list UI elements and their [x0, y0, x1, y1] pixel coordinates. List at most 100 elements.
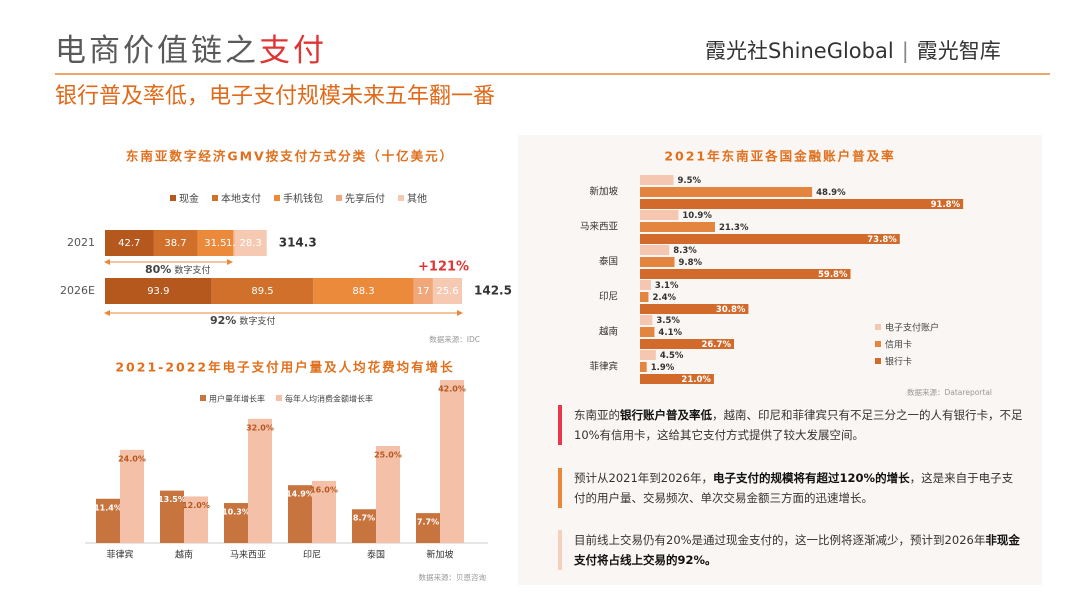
bar: [640, 304, 749, 314]
bar: [640, 222, 715, 232]
value-label: 1.9%: [651, 363, 675, 373]
bar: [640, 175, 674, 185]
segment-label: 28.3: [240, 238, 262, 249]
bar: [376, 446, 400, 543]
legend-swatch: [336, 195, 342, 201]
category-label: 越南: [599, 326, 618, 338]
note-emphasis: 非现金支付将占线上交易的92%。: [574, 533, 1020, 567]
category-label: 菲律宾: [589, 361, 618, 373]
chart-title: 2021年东南亚各国金融账户普及率: [664, 149, 895, 164]
legend-label: 其他: [407, 192, 427, 205]
note-text: ，这是来自于电子支付的用户量、交易频次、单次交易金额三方面的迅速增长。: [574, 471, 1014, 505]
segment-label: 31.5: [204, 238, 226, 249]
legend-label: 信用卡: [885, 339, 912, 351]
value-label: 12.0%: [182, 501, 210, 510]
note: 东南亚的银行账户普及率低，越南、印尼和菲律宾只有不足三分之一的人有银行卡，不足1…: [558, 405, 1024, 445]
category-label: 印尼: [599, 291, 618, 303]
bar-segment: [234, 230, 267, 256]
annotation: 80% 数字支付: [145, 263, 210, 276]
segment-label: 42.7: [118, 238, 140, 249]
bar: [288, 485, 312, 543]
bar: [352, 509, 376, 543]
note-text: 预计从2021年到2026年，: [574, 471, 714, 485]
value-label: 10.3%: [222, 508, 250, 517]
bar: [640, 210, 679, 220]
bar-segment: [153, 230, 198, 256]
bar: [440, 380, 464, 543]
bar-segment: [105, 278, 212, 304]
value-label: 4.1%: [658, 328, 682, 338]
value-label: 59.8%: [818, 270, 848, 280]
annotation-note: 数字支付: [239, 315, 275, 327]
bar-segment: [197, 230, 234, 256]
legend-label: 每年人均消费金额增长率: [285, 394, 373, 404]
annotation-value: 92%: [210, 314, 236, 327]
bar: [640, 257, 675, 267]
legend-swatch: [276, 395, 282, 401]
bar: [640, 292, 649, 302]
legend-label: 银行卡: [885, 356, 912, 368]
growth-label: +121%: [418, 260, 469, 275]
value-label: 9.5%: [677, 176, 701, 186]
brand: 霞光社ShineGlobal | 霞光智库: [705, 39, 1001, 64]
segment-label: 25.6: [436, 286, 458, 297]
value-label: 7.7%: [417, 518, 439, 527]
bar: [640, 245, 670, 255]
bar: [640, 350, 656, 360]
bar: [640, 199, 964, 209]
source: 数据来源：Datareportal: [907, 387, 992, 397]
legend-swatch: [170, 195, 176, 201]
total-label: 314.3: [279, 236, 317, 250]
category-label: 新加坡: [589, 186, 618, 198]
bar: [248, 418, 272, 543]
bar-segment: [413, 278, 433, 304]
category-label: 新加坡: [426, 549, 453, 561]
bar-segment: [313, 278, 414, 304]
note: 预计从2021年到2026年，电子支付的规模将有超过120%的增长，这是来自于电…: [558, 468, 1024, 508]
annotation-value: 80%: [145, 263, 171, 276]
bar: [640, 280, 651, 290]
segment-label: 93.9: [147, 286, 169, 297]
value-label: 48.9%: [816, 188, 846, 198]
category-label: 2026E: [60, 284, 95, 297]
value-label: 21.3%: [719, 223, 749, 233]
category-label: 2021: [67, 236, 95, 249]
note-text: 目前线上交易仍有20%是通过现金支付的，这一比例将逐渐减少，预计到2026年: [574, 533, 986, 547]
note-text: ，越南、印尼和菲律宾只有不足三分之一的人有银行卡，不足10%有信用卡，这给其它支…: [574, 408, 1023, 442]
value-label: 21.0%: [681, 375, 711, 385]
category-label: 泰国: [367, 549, 385, 561]
bar: [96, 498, 120, 543]
bar-segment: [233, 230, 235, 256]
bar: [184, 496, 208, 543]
annotation-note: 数字支付: [174, 264, 210, 276]
legend-swatch: [212, 195, 218, 201]
segment-label: 1.2: [226, 238, 242, 249]
category-label: 马来西亚: [580, 222, 619, 233]
segment-label: 89.5: [251, 286, 273, 297]
value-label: 24.0%: [118, 454, 146, 463]
chart-title: 东南亚数字经济GMV按支付方式分类（十亿美元）: [126, 149, 454, 164]
value-label: 73.8%: [867, 235, 897, 245]
note-emphasis: 银行账户普及率低: [620, 408, 712, 422]
value-label: 13.5%: [158, 495, 186, 504]
category-label: 泰国: [599, 256, 618, 268]
legend-label: 先享后付: [345, 192, 385, 205]
legend-label: 本地支付: [221, 192, 261, 205]
bar: [224, 503, 248, 543]
value-label: 4.5%: [660, 351, 684, 361]
category-label: 印尼: [303, 549, 321, 561]
category-label: 越南: [175, 549, 193, 561]
value-label: 25.0%: [374, 451, 402, 460]
legend-swatch: [200, 395, 206, 401]
legend-label: 现金: [179, 192, 199, 205]
source: 数据来源：贝恩咨询: [419, 572, 487, 582]
bar-segment: [105, 230, 154, 256]
bar: [416, 513, 440, 543]
note-text: 东南亚的: [574, 408, 620, 422]
legend-swatch: [274, 195, 280, 201]
value-label: 3.5%: [656, 316, 680, 326]
category-label: 菲律宾: [106, 549, 133, 561]
value-label: 8.3%: [673, 246, 697, 256]
